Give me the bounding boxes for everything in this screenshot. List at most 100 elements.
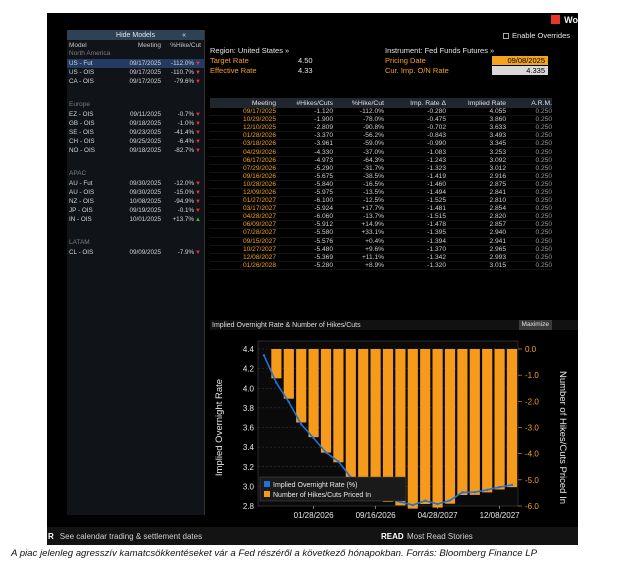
maximize-button[interactable]: Maximize: [518, 320, 552, 330]
col-meeting[interactable]: Meeting: [137, 41, 161, 49]
cell-meeting: 04/28/2027: [242, 213, 276, 221]
hikes-cuts-bar: [395, 349, 406, 506]
model-row[interactable]: CL - OIS 09/09/2025 -7.9%▼: [67, 248, 204, 257]
cell-rate-delta: -1.419: [427, 172, 446, 180]
model-row[interactable]: GB - OIS 09/18/2025 -1.0%▼: [67, 119, 204, 128]
table-row[interactable]: 12/10/2025 -2.809 -90.8% -0.702 3.633 0.250: [210, 124, 552, 133]
cell-meeting: 09/16/2026: [242, 172, 276, 180]
enable-overrides-checkbox[interactable]: Enable Overrides: [503, 31, 570, 40]
chart-title: Implied Overnight Rate & Number of Hikes…: [212, 321, 361, 329]
cell-hikes-cuts: -5.290: [314, 164, 333, 172]
implied-rate-point: [461, 491, 464, 494]
table-row[interactable]: 12/09/2026 -5.975 -13.5% -1.494 2.841 0.250: [210, 188, 552, 198]
region-label: North America: [69, 50, 111, 57]
table-row[interactable]: 04/28/2027 -6.060 -13.7% -1.515 2.820 0.250: [210, 213, 552, 222]
table-row[interactable]: 04/29/2026 -4.330 -37.0% -1.083 3.253 0.250: [210, 148, 552, 157]
th-imp-rate-delta[interactable]: Imp. Rate Δ: [410, 99, 446, 107]
th-implied-rate[interactable]: Implied Rate: [467, 99, 506, 107]
x-tick-label: 12/08/2027: [480, 511, 521, 520]
model-row[interactable]: NZ - OIS 10/08/2025 -94.9%▼: [67, 197, 204, 206]
model-name: GB - OIS: [69, 120, 95, 127]
table-row[interactable]: 07/29/2026 -5.290 -31.7% -1.323 3.012 0.250: [210, 165, 552, 173]
table-row[interactable]: 01/28/2026 -3.370 -56.2% -0.843 3.493 0.250: [210, 132, 552, 141]
model-row[interactable]: AU - OIS 09/30/2025 -15.0%▼: [67, 188, 204, 197]
pricing-date-input[interactable]: 09/08/2025: [492, 56, 548, 65]
table-row[interactable]: 03/18/2026 -3.961 -59.0% -0.990 3.345 0.250: [210, 140, 552, 149]
table-row[interactable]: 09/16/2026 -5.675 -38.5% -1.419 2.916 0.250: [210, 173, 552, 181]
table-row[interactable]: 07/28/2027 -5.580 +33.1% -1.395 2.940 0.250: [210, 229, 552, 238]
model-row[interactable]: AU - Fut 09/30/2025 -12.0%▼: [67, 179, 204, 188]
checkbox-icon[interactable]: [503, 33, 510, 39]
popout-icon[interactable]: [551, 15, 561, 24]
table-row[interactable]: 09/15/2027 -5.576 +0.4% -1.394 2.941 0.250: [210, 238, 552, 246]
cell-implied-rate: 3.633: [489, 124, 506, 132]
chart-header: Implied Overnight Rate & Number of Hikes…: [210, 320, 578, 330]
pricing-date-label: Pricing Date: [385, 56, 426, 65]
read-key[interactable]: READ: [381, 531, 404, 541]
hike-value: -1.0%: [177, 120, 195, 127]
table-row[interactable]: 10/29/2025 -1.900 -78.0% -0.475 3.860 0.250: [210, 116, 552, 125]
implied-rate-point: [324, 451, 328, 454]
model-row[interactable]: CA - OIS 09/17/2025 -79.6%▼: [67, 77, 204, 86]
group-gap: [67, 224, 204, 239]
table-row[interactable]: 01/27/2027 -6.100 -12.5% -1.525 2.810 0.250: [210, 197, 552, 206]
down-triangle-icon: ▼: [195, 250, 201, 256]
cell-implied-rate: 2.875: [489, 180, 506, 188]
model-meeting: 09/09/2025: [129, 249, 161, 256]
y-left-tick: 3.2: [243, 463, 255, 472]
y-left-tick: 4.4: [243, 345, 255, 354]
model-row[interactable]: EZ - OIS 09/11/2025 -0.7%▼: [67, 110, 204, 119]
calendar-link[interactable]: See calendar trading & settlement dates: [59, 531, 203, 541]
region-selector[interactable]: Region: United States »: [210, 46, 290, 55]
model-row[interactable]: US - OIS 09/17/2025 -110.7%▼: [67, 68, 204, 77]
table-row[interactable]: 01/26/2028 -5.280 +8.9% -1.320 3.015 0.250: [210, 262, 552, 270]
table-row[interactable]: 03/17/2027 -5.924 +17.7% -1.481 2.854 0.250: [210, 205, 552, 214]
model-meeting: 09/17/2025: [129, 69, 161, 76]
cell-pct: -59.0%: [363, 140, 384, 148]
model-row[interactable]: IN - OIS 10/01/2025 +13.7%▲: [67, 215, 204, 224]
cell-arm: 0.250: [535, 116, 552, 124]
window-tab[interactable]: Wo: [551, 15, 578, 27]
th-pct-hike-cut[interactable]: %Hike/Cut: [351, 99, 384, 107]
model-meeting: 09/17/2025: [129, 78, 161, 85]
calendar-key[interactable]: R: [48, 531, 54, 541]
table-row[interactable]: 09/17/2025 -1.120 -112.0% -0.280 4.055 0.250: [210, 108, 552, 117]
model-row[interactable]: NO - OIS 09/18/2025 -82.7%▼: [67, 146, 204, 155]
model-row[interactable]: CH - OIS 09/25/2025 -6.4%▼: [67, 137, 204, 146]
instrument-selector[interactable]: Instrument: Fed Funds Futures »: [385, 46, 495, 55]
cell-meeting: 01/26/2028: [242, 261, 276, 269]
implied-rate-point: [262, 354, 266, 357]
collapse-icon[interactable]: «: [182, 31, 186, 39]
model-row[interactable]: SE - OIS 09/23/2025 -41.4%▼: [67, 128, 204, 137]
implied-rate-point: [436, 502, 439, 506]
th-meeting[interactable]: Meeting: [251, 99, 276, 107]
cur-imp-rate-input[interactable]: 4.335: [492, 66, 548, 75]
cell-rate-delta: -1.395: [427, 229, 446, 237]
most-read-link[interactable]: Most Read Stories: [407, 531, 473, 541]
hide-models-label[interactable]: Hide Models: [116, 31, 155, 39]
table-row[interactable]: 10/28/2026 -5.840 -16.5% -1.460 2.875 0.250: [210, 181, 552, 189]
cell-pct: +17.7%: [361, 205, 384, 213]
cell-implied-rate: 3.493: [489, 132, 506, 140]
down-triangle-icon: ▼: [195, 130, 201, 136]
table-row[interactable]: 10/27/2027 -5.480 +9.6% -1.370 2.965 0.250: [210, 246, 552, 254]
model-row[interactable]: US - Fut 09/17/2025 -112.0%▼: [67, 59, 204, 68]
col-model[interactable]: Model: [69, 41, 87, 49]
table-row[interactable]: 12/08/2027 -5.369 +11.1% -1.342 2.993 0.250: [210, 254, 552, 262]
model-meeting: 09/18/2025: [129, 147, 161, 154]
table-row[interactable]: 06/17/2026 -4.973 -64.3% -1.243 3.092 0.250: [210, 157, 552, 165]
hike-value: -112.0%: [171, 60, 195, 67]
table-row[interactable]: 06/09/2027 -5.912 +14.9% -1.478 2.857 0.250: [210, 221, 552, 230]
table-header: Meeting #Hikes/Cuts %Hike/Cut Imp. Rate …: [210, 98, 552, 108]
cell-implied-rate: 2.857: [489, 221, 506, 229]
model-name: CA - OIS: [69, 78, 94, 85]
model-row[interactable]: JP - OIS 09/19/2025 -0.1%▼: [67, 206, 204, 215]
col-hike-cut[interactable]: %Hike/Cut: [170, 41, 201, 49]
th-arm[interactable]: A.R.M.: [531, 99, 552, 107]
hide-models-header[interactable]: Hide Models «: [67, 30, 204, 40]
hikes-cuts-bar: [283, 349, 294, 399]
y-right-tick: -6.0: [525, 502, 539, 511]
cell-meeting: 12/09/2026: [242, 188, 276, 196]
th-hikes-cuts[interactable]: #Hikes/Cuts: [296, 99, 333, 107]
cell-hikes-cuts: -5.924: [314, 205, 333, 213]
